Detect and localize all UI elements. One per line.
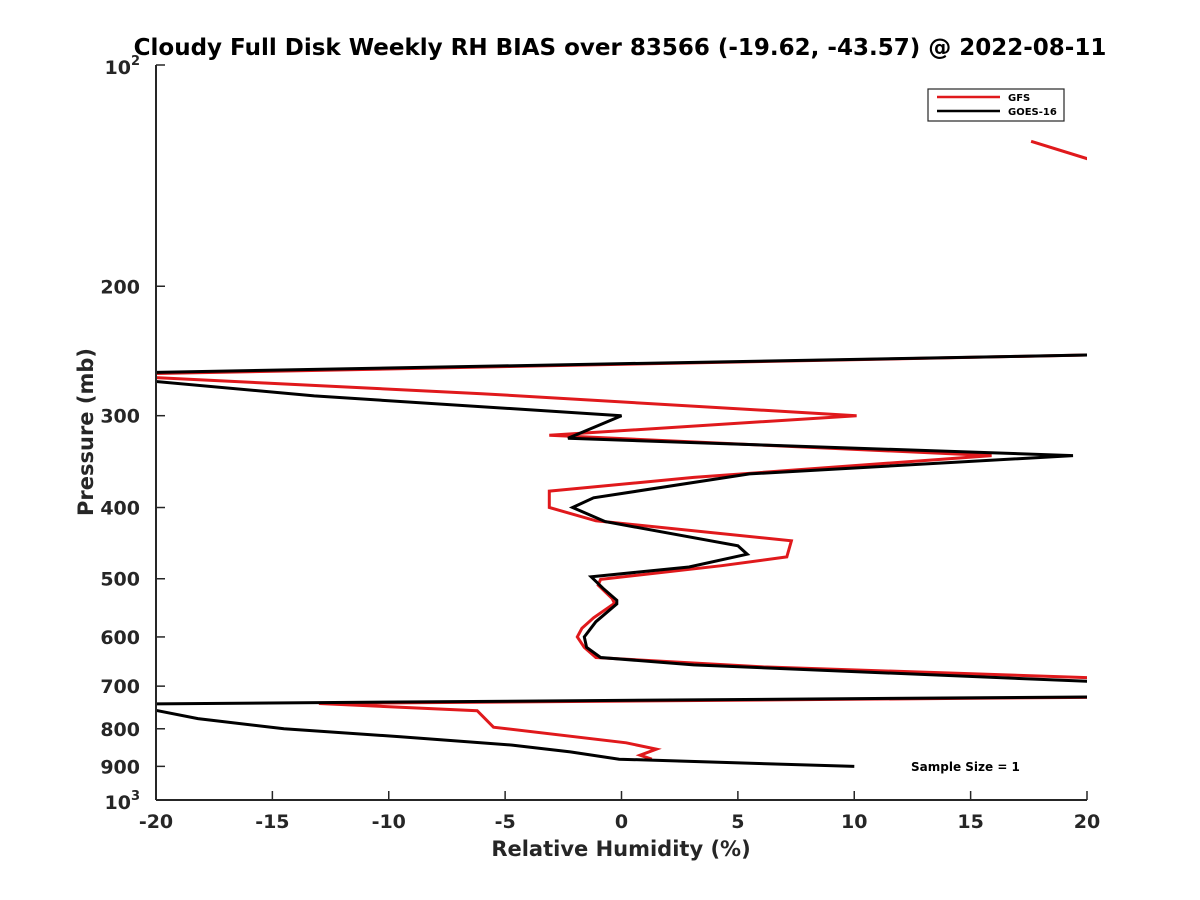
x-tick-label: -5 — [495, 811, 516, 833]
series-line-goes16-segment-3 — [156, 695, 1087, 706]
x-ticks: -20 -15 -10 -5 0 5 10 15 20 — [139, 791, 1100, 833]
series-line-gfs-segment-3 — [318, 695, 1087, 761]
x-axis-label: Relative Humidity (%) — [491, 837, 750, 861]
x-tick-label: -10 — [372, 811, 406, 833]
y-tick-label: 600 — [100, 627, 140, 649]
legend-label-goes16: GOES-16 — [1008, 107, 1057, 118]
x-tick-label: 5 — [731, 811, 744, 833]
y-tick-label-top: 102 — [105, 54, 141, 79]
x-tick-label: 15 — [957, 811, 983, 833]
x-tick-label: 20 — [1074, 811, 1100, 833]
y-tick-label: 900 — [100, 756, 140, 778]
series-line-goes16-segment-4 — [156, 708, 855, 768]
series-line-goes16-segment-1 — [156, 353, 1087, 374]
y-ticks: 200 300 400 500 600 700 800 900 — [100, 64, 165, 801]
y-tick-label: 500 — [100, 569, 140, 591]
y-tick-label: 200 — [100, 276, 140, 298]
x-tick-label: -15 — [255, 811, 289, 833]
chart-title: Cloudy Full Disk Weekly RH BIAS over 835… — [134, 35, 1107, 61]
y-axis-label: Pressure (mb) — [74, 348, 98, 516]
legend: GFS GOES-16 — [927, 88, 1065, 122]
y-tick-label: 700 — [100, 676, 140, 698]
series-line-goes16-segment-2 — [156, 380, 1087, 683]
x-tick-label: -20 — [139, 811, 173, 833]
x-tick-label: 10 — [841, 811, 867, 833]
series-line-gfs-segment-2 — [156, 353, 1087, 680]
series-line-gfs-segment-1 — [1030, 139, 1087, 161]
y-tick-label: 300 — [100, 406, 140, 428]
y-tick-label-bottom: 103 — [105, 789, 141, 814]
legend-label-gfs: GFS — [1008, 93, 1030, 104]
y-tick-label: 800 — [100, 719, 140, 741]
sample-size-annotation: Sample Size = 1 — [911, 760, 1020, 774]
y-tick-label: 400 — [100, 498, 140, 520]
legend-box — [927, 88, 1065, 122]
series-layer — [156, 139, 1087, 768]
x-tick-label: 0 — [615, 811, 628, 833]
